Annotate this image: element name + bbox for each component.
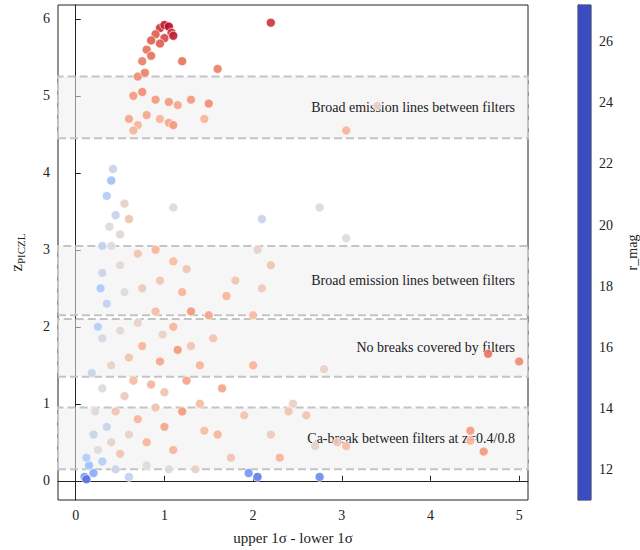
svg-text:18: 18 <box>599 279 613 294</box>
svg-text:4: 4 <box>427 508 434 523</box>
svg-text:22: 22 <box>599 156 613 171</box>
svg-text:Broad emission lines between f: Broad emission lines between filters <box>311 100 515 115</box>
svg-text:PICZL: PICZL <box>15 233 27 264</box>
svg-text:2: 2 <box>250 508 257 523</box>
svg-text:2: 2 <box>43 319 50 334</box>
svg-text:No breaks covered by filters: No breaks covered by filters <box>356 340 515 356</box>
svg-text:4: 4 <box>43 165 50 180</box>
svg-text:6: 6 <box>43 11 50 26</box>
svg-text:3: 3 <box>43 242 50 257</box>
svg-text:Ca-break between filters at z=: Ca-break between filters at z=0.4/0.8 <box>307 431 515 446</box>
svg-text:0: 0 <box>43 473 50 488</box>
svg-text:0: 0 <box>72 508 79 523</box>
svg-text:1: 1 <box>161 508 168 523</box>
svg-text:3: 3 <box>338 508 345 523</box>
svg-text:5: 5 <box>43 88 50 103</box>
svg-text:Broad emission lines between f: Broad emission lines between filters <box>311 273 515 288</box>
svg-text:16: 16 <box>599 340 613 355</box>
svg-text:5: 5 <box>516 508 523 523</box>
svg-text:20: 20 <box>599 218 613 233</box>
svg-text:upper 1σ - lower 1σ: upper 1σ - lower 1σ <box>233 530 352 546</box>
svg-text:1: 1 <box>43 396 50 411</box>
svg-text:14: 14 <box>599 401 613 416</box>
svg-text:r_mag: r_mag <box>625 235 640 271</box>
svg-text:12: 12 <box>599 462 613 477</box>
svg-text:26: 26 <box>599 34 613 49</box>
svg-text:z: z <box>7 264 26 272</box>
svg-text:24: 24 <box>599 95 613 110</box>
